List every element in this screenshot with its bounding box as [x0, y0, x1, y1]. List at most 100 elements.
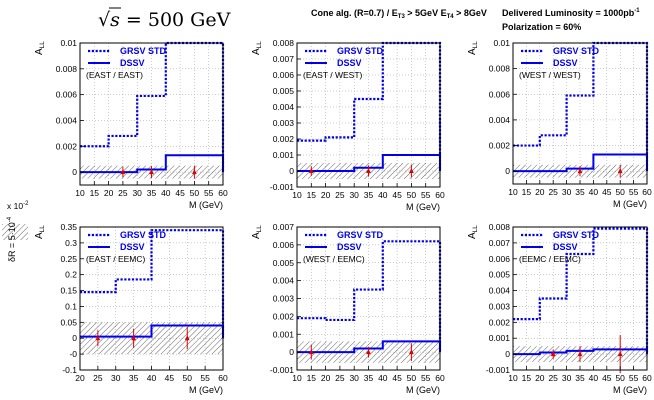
x-tick-label: 30 [132, 188, 142, 198]
x-tick-label: 40 [589, 373, 599, 383]
x-axis-label: M (GeV) [406, 202, 440, 212]
x-tick-label: 15 [522, 187, 532, 197]
y-tick-label: -0.001 [486, 365, 510, 375]
x-axis-label: M (GeV) [406, 385, 440, 395]
data-point [577, 351, 583, 357]
data-point [577, 168, 583, 174]
y-tick-label: -0 [69, 349, 77, 359]
grsv-step-line [297, 240, 442, 353]
x-tick-label: 50 [615, 373, 625, 383]
y-tick-label: 0.2 [65, 270, 77, 280]
legend-dssv-label: DSSV [337, 242, 362, 252]
y-tick-label: 0.002 [273, 134, 295, 144]
x-tick-label: 60 [218, 188, 228, 198]
x-tick-label: 20 [75, 373, 85, 383]
y-tick-label: 0.004 [489, 286, 511, 296]
y-tick-label: 0.006 [489, 254, 511, 264]
x-tick-label: 45 [165, 373, 175, 383]
data-point [120, 169, 126, 175]
x-tick-label: 45 [392, 190, 402, 200]
x-tick-label: 40 [378, 190, 388, 200]
y-tick-label: 0.005 [273, 86, 295, 96]
x-tick-label: 50 [407, 373, 417, 383]
x-tick-label: 50 [615, 187, 625, 197]
x-tick-label: 25 [93, 373, 103, 383]
x-tick-label: 10 [75, 188, 85, 198]
x-tick-label: 45 [392, 373, 402, 383]
legend-dssv-label: DSSV [120, 242, 145, 252]
x-tick-label: 20 [321, 190, 331, 200]
legend-grsv-label: GRSV STD [120, 46, 167, 56]
chart-panel-3: 10 15 20 25 30 35 40 45 50 55 60 0 0.002 0.004 0.006 0.… [467, 38, 652, 209]
data-point [192, 169, 197, 175]
x-axis-label: M (GeV) [613, 199, 647, 209]
x-tick-label: 30 [562, 187, 572, 197]
x-tick-label: 55 [421, 190, 431, 200]
panel-title: (EAST / WEST) [303, 70, 363, 80]
x-tick-label: 10 [292, 373, 302, 383]
legend-dssv-label: DSSV [337, 58, 362, 68]
grsv-step-line [80, 41, 225, 173]
y-tick-label: 0.004 [489, 115, 511, 125]
x-tick-label: 35 [364, 373, 374, 383]
y-tick-label: 0.001 [273, 150, 295, 160]
y-tick-label: 0.003 [273, 118, 295, 128]
chart-panel-2: 10 15 20 25 30 35 40 45 50 55 60 -0.001 0 0.001 0.002 0… [251, 38, 445, 212]
y-tick-label: 0.006 [273, 240, 295, 250]
x-tick-label: 10 [508, 187, 518, 197]
data-point [308, 349, 314, 355]
x-axis-label: M (GeV) [613, 385, 647, 395]
legend-grsv-label: GRSV STD [553, 230, 600, 240]
grsv-step-line [80, 229, 225, 339]
y-tick-label: 0.002 [489, 141, 511, 151]
x-tick-label: 55 [421, 373, 431, 383]
panel-title: (EAST / EAST) [86, 70, 143, 80]
y-tick-label: 0 [72, 167, 77, 177]
y-tick-label: 0 [289, 347, 294, 357]
y-tick-label: -0.001 [270, 365, 294, 375]
y-tick-label: 0.005 [489, 270, 511, 280]
y-tick-label: 0.35 [60, 222, 77, 232]
y-tick-label: 0.001 [273, 329, 295, 339]
x-tick-label: 40 [147, 373, 157, 383]
x-tick-label: 40 [589, 187, 599, 197]
y-tick-label: -0.001 [270, 182, 294, 192]
x-tick-label: 55 [629, 373, 639, 383]
legend-grsv-label: GRSV STD [337, 230, 384, 240]
x-tick-label: 35 [147, 188, 157, 198]
legend-dssv-label: DSSV [120, 58, 145, 68]
x-tick-label: 30 [111, 373, 121, 383]
hatch-legend-swatch [2, 224, 28, 240]
chart-panel-4: 20 25 30 35 40 45 50 55 60 -0.1 -0 0 0.05 0.1 0.15 0.2 0… [7, 201, 228, 395]
panel-title: (WEST / WEST) [519, 70, 581, 80]
data-point [366, 349, 371, 355]
legend-grsv-label: GRSV STD [120, 230, 167, 240]
x-tick-label: 20 [535, 373, 545, 383]
data-point [308, 168, 314, 173]
y-tick-label: 0 [505, 349, 510, 359]
y-tick-label: 0.007 [273, 54, 295, 64]
panel-title: (EAST / EEMC) [86, 254, 146, 264]
x-tick-label: 55 [204, 188, 214, 198]
y-tick-label: 0.01 [493, 38, 510, 48]
data-point [184, 335, 190, 341]
data-point [409, 168, 414, 173]
y-axis-label: ALL [34, 41, 46, 55]
x-tick-label: 10 [292, 190, 302, 200]
x-tick-label: 15 [522, 373, 532, 383]
y-axis-label: ALL [34, 225, 46, 239]
y-tick-label: 0 [505, 166, 510, 176]
y-axis-label: ALL [467, 41, 479, 55]
y-tick-label: -0.1 [62, 365, 77, 375]
y-tick-label: 0.15 [60, 286, 77, 296]
y-tick-label: 0.006 [56, 90, 78, 100]
x-tick-label: 40 [378, 373, 388, 383]
chart-panel-6: 10 15 20 25 30 35 40 45 50 55 60 -0.001 0 0.001 0.002 0… [467, 222, 652, 395]
data-point [617, 168, 623, 174]
y-tick-label: 0.008 [489, 222, 511, 232]
y-tick-label: 0.008 [273, 38, 295, 48]
x-tick-label: 20 [535, 187, 545, 197]
x-tick-label: 30 [349, 190, 359, 200]
chart-panel-1: 10 15 20 25 30 35 40 45 50 55 60 0 0.002 0.004 0.006 0.… [34, 38, 228, 210]
